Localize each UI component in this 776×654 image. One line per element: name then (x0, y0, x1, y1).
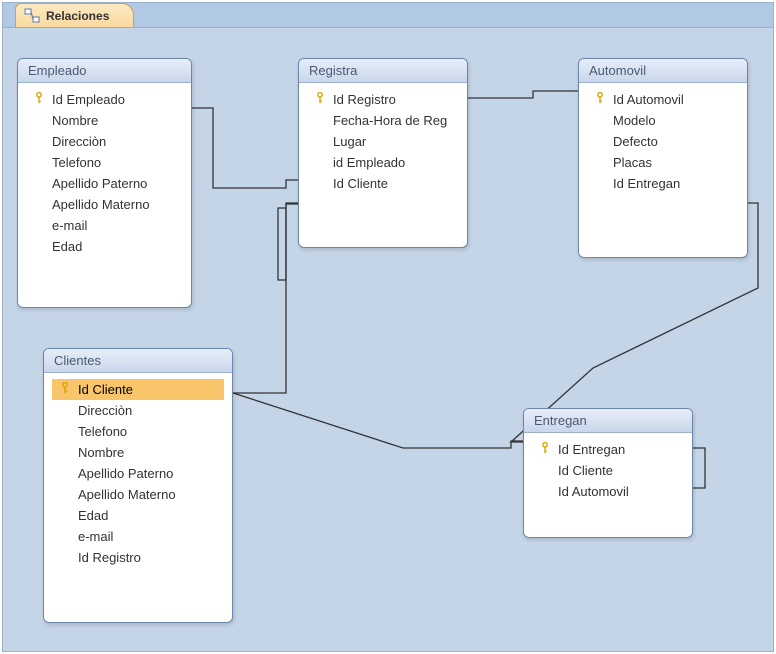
table-field[interactable]: Apellido Materno (26, 194, 183, 215)
table-field[interactable]: Id Registro (307, 89, 459, 110)
table-field[interactable]: Edad (26, 236, 183, 257)
table-clientes[interactable]: Clientes Id Cliente Direcciòn Telefono Nombr… (43, 348, 233, 623)
relationship-line (278, 203, 298, 280)
table-automovil[interactable]: Automovil Id Automovil Modelo Defecto Placas… (578, 58, 748, 258)
table-field[interactable]: Direcciòn (26, 131, 183, 152)
field-label: Telefono (52, 155, 101, 170)
tab-relaciones[interactable]: Relaciones (15, 3, 134, 27)
table-field[interactable]: Telefono (26, 152, 183, 173)
field-label: Placas (613, 155, 652, 170)
table-header[interactable]: Empleado (18, 59, 191, 83)
table-field[interactable]: Id Entregan (532, 439, 684, 460)
field-label: Id Automovil (613, 92, 684, 107)
table-body: Id Registro Fecha-Hora de Reg Lugar id Empl… (299, 83, 467, 204)
table-field[interactable]: Id Empleado (26, 89, 183, 110)
relationship-line (233, 204, 298, 393)
table-body: Id Empleado Nombre Direcciòn Telefono Apelli… (18, 83, 191, 267)
table-field[interactable]: e-mail (26, 215, 183, 236)
relationships-icon (24, 8, 40, 24)
primary-key-icon (538, 442, 552, 457)
table-header[interactable]: Clientes (44, 349, 232, 373)
relationships-canvas: Relaciones Empleado Id Empleado Nombre Dire… (2, 2, 774, 652)
table-field[interactable]: Id Cliente (307, 173, 459, 194)
table-header[interactable]: Entregan (524, 409, 692, 433)
primary-key-icon (593, 92, 607, 107)
table-field[interactable]: id Empleado (307, 152, 459, 173)
field-label: id Empleado (333, 155, 405, 170)
tab-label: Relaciones (46, 9, 109, 23)
relationship-line (192, 108, 298, 188)
table-field[interactable]: Nombre (26, 110, 183, 131)
field-label: Modelo (613, 113, 656, 128)
field-label: Id Cliente (78, 382, 133, 397)
table-field[interactable]: Id Entregan (587, 173, 739, 194)
field-label: e-mail (78, 529, 113, 544)
table-field[interactable]: Id Automovil (587, 89, 739, 110)
table-body: Id Automovil Modelo Defecto Placas Id Entreg… (579, 83, 747, 204)
table-field[interactable]: e-mail (52, 526, 224, 547)
table-field[interactable]: Id Registro (52, 547, 224, 568)
field-label: Id Empleado (52, 92, 125, 107)
field-label: Apellido Materno (78, 487, 176, 502)
primary-key-icon (313, 92, 327, 107)
field-label: Id Automovil (558, 484, 629, 499)
field-label: e-mail (52, 218, 87, 233)
table-field[interactable]: Defecto (587, 131, 739, 152)
field-label: Apellido Materno (52, 197, 150, 212)
table-field[interactable]: Placas (587, 152, 739, 173)
table-field[interactable]: Id Automovil (532, 481, 684, 502)
table-field[interactable]: Nombre (52, 442, 224, 463)
table-field[interactable]: Apellido Materno (52, 484, 224, 505)
field-label: Apellido Paterno (52, 176, 147, 191)
table-body: Id Cliente Direcciòn Telefono Nombre Apellid… (44, 373, 232, 578)
field-label: Id Registro (333, 92, 396, 107)
field-label: Id Entregan (613, 176, 680, 191)
field-label: Nombre (78, 445, 124, 460)
field-label: Fecha-Hora de Reg (333, 113, 447, 128)
field-label: Lugar (333, 134, 366, 149)
relationship-line (468, 91, 578, 98)
table-body: Id Entregan Id Cliente Id Automovil (524, 433, 692, 512)
primary-key-icon (32, 92, 46, 107)
field-label: Id Entregan (558, 442, 625, 457)
field-label: Direcciòn (52, 134, 106, 149)
field-label: Direcciòn (78, 403, 132, 418)
table-field[interactable]: Edad (52, 505, 224, 526)
table-entregan[interactable]: Entregan Id Entregan Id Cliente Id Automovi… (523, 408, 693, 538)
table-header[interactable]: Automovil (579, 59, 747, 83)
table-field[interactable]: Modelo (587, 110, 739, 131)
workspace[interactable]: Empleado Id Empleado Nombre Direcciòn Telefo… (3, 27, 773, 651)
field-label: Telefono (78, 424, 127, 439)
relationship-line (693, 448, 705, 488)
field-label: Nombre (52, 113, 98, 128)
table-header[interactable]: Registra (299, 59, 467, 83)
table-field[interactable]: Direcciòn (52, 400, 224, 421)
table-field[interactable]: Telefono (52, 421, 224, 442)
table-field[interactable]: Fecha-Hora de Reg (307, 110, 459, 131)
field-label: Edad (78, 508, 108, 523)
relationship-line (233, 393, 523, 448)
table-field[interactable]: Apellido Paterno (52, 463, 224, 484)
table-field[interactable]: Lugar (307, 131, 459, 152)
field-label: Defecto (613, 134, 658, 149)
table-registra[interactable]: Registra Id Registro Fecha-Hora de Reg Luga… (298, 58, 468, 248)
table-field[interactable]: Apellido Paterno (26, 173, 183, 194)
primary-key-icon (58, 382, 72, 397)
field-label: Id Cliente (333, 176, 388, 191)
table-field[interactable]: Id Cliente (532, 460, 684, 481)
field-label: Id Registro (78, 550, 141, 565)
field-label: Edad (52, 239, 82, 254)
table-field[interactable]: Id Cliente (52, 379, 224, 400)
table-empleado[interactable]: Empleado Id Empleado Nombre Direcciòn Telefo… (17, 58, 192, 308)
field-label: Apellido Paterno (78, 466, 173, 481)
field-label: Id Cliente (558, 463, 613, 478)
